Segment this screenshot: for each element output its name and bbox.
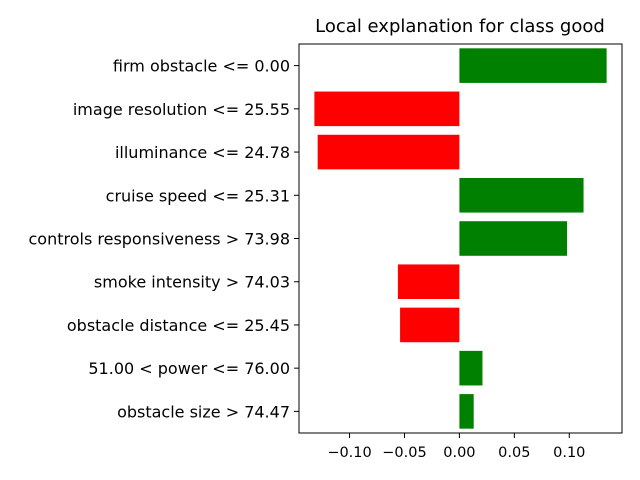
x-axis: −0.10 −0.05 0.00 0.05 0.10 [327, 433, 585, 461]
bars-group [314, 48, 607, 429]
x-tick-label: 0.05 [498, 445, 530, 461]
category-label: obstacle size > 74.47 [117, 402, 290, 421]
category-label: 51.00 < power <= 76.00 [88, 359, 290, 378]
category-label: controls responsiveness > 73.98 [28, 230, 290, 249]
bar [459, 221, 568, 256]
bar [459, 394, 474, 429]
bar [314, 91, 460, 127]
plot-frame [298, 43, 623, 434]
bar [397, 264, 460, 300]
category-label: smoke intensity > 74.03 [94, 273, 290, 292]
x-tick-label: 0.00 [443, 445, 475, 461]
x-tick-label: −0.05 [382, 445, 426, 461]
bar [400, 307, 460, 343]
bar [459, 350, 483, 386]
bar [317, 134, 460, 170]
category-label: firm obstacle <= 0.00 [113, 57, 290, 76]
category-labels: firm obstacle <= 0.00 image resolution <=… [28, 57, 299, 421]
chart-title: Local explanation for class good [315, 16, 605, 37]
category-label: image resolution <= 25.55 [73, 100, 290, 119]
x-tick-label: 0.10 [553, 445, 585, 461]
x-tick-label: −0.10 [327, 445, 371, 461]
bar [459, 48, 607, 83]
category-label: illuminance <= 24.78 [115, 143, 290, 162]
category-label: obstacle distance <= 25.45 [67, 316, 290, 335]
bar [459, 177, 584, 213]
category-label: cruise speed <= 25.31 [106, 186, 290, 205]
